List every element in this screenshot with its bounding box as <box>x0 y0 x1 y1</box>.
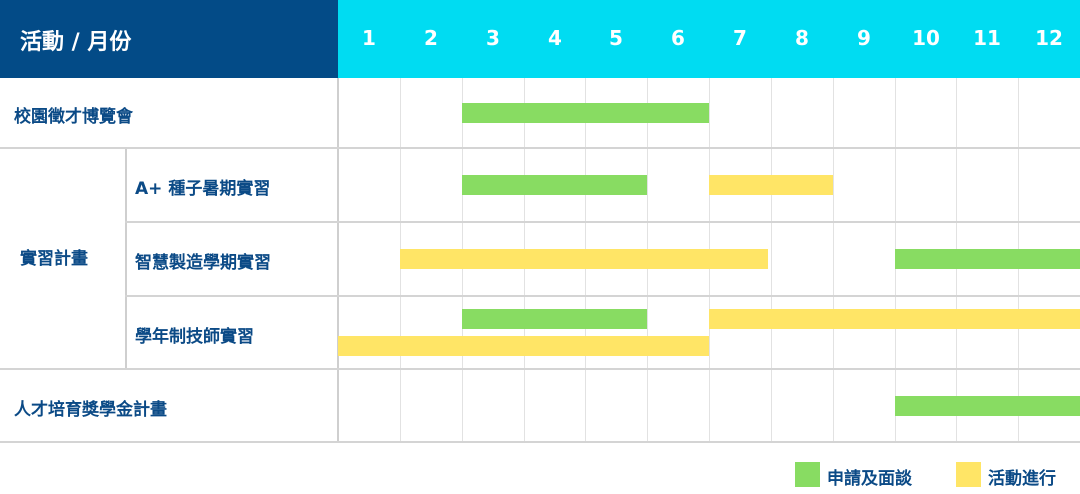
apply-bar <box>895 395 1080 416</box>
grid-line <box>125 148 127 369</box>
active-bar <box>338 335 709 356</box>
month-label: 9 <box>857 26 871 50</box>
legend-swatch-active <box>956 462 981 487</box>
month-label: 10 <box>912 26 940 50</box>
row-divider <box>125 295 1080 297</box>
apply-bar <box>462 308 647 329</box>
grid-line <box>337 78 339 442</box>
active-bar <box>709 175 833 195</box>
grid-line <box>833 78 834 442</box>
apply-bar <box>895 249 1080 269</box>
group-label: 實習計畫 <box>20 249 88 269</box>
month-label: 4 <box>548 26 562 50</box>
activity-label: 智慧製造學期實習 <box>135 253 271 273</box>
activity-label: 學年制技師實習 <box>135 326 254 347</box>
month-header: 1 2 3 4 5 6 7 8 9 10 11 12 <box>338 0 1080 78</box>
legend-swatch-apply <box>795 462 820 487</box>
month-label: 2 <box>424 26 438 50</box>
active-bar <box>709 308 1080 329</box>
row-divider <box>0 368 1080 370</box>
legend-label: 申請及面談 <box>827 469 912 489</box>
active-bar <box>400 249 768 269</box>
grid-line <box>771 78 772 442</box>
month-label: 6 <box>671 26 685 50</box>
row-divider <box>0 441 1080 443</box>
month-label: 1 <box>362 26 376 50</box>
apply-bar <box>462 175 647 195</box>
month-label: 11 <box>973 26 1001 50</box>
month-label: 12 <box>1035 26 1063 50</box>
row-divider <box>0 147 1080 149</box>
activity-label: A+ 種子暑期實習 <box>135 179 271 199</box>
month-label: 7 <box>733 26 747 50</box>
month-label: 5 <box>609 26 623 50</box>
month-label: 3 <box>486 26 500 50</box>
activity-label: 人才培育獎學金計畫 <box>14 399 167 420</box>
row-divider <box>125 221 1080 223</box>
apply-bar <box>462 103 709 123</box>
activity-label: 校園徵才博覽會 <box>14 107 133 127</box>
legend-label: 活動進行 <box>988 469 1056 489</box>
header-title: 活動 / 月份 <box>0 0 338 78</box>
month-label: 8 <box>795 26 809 50</box>
